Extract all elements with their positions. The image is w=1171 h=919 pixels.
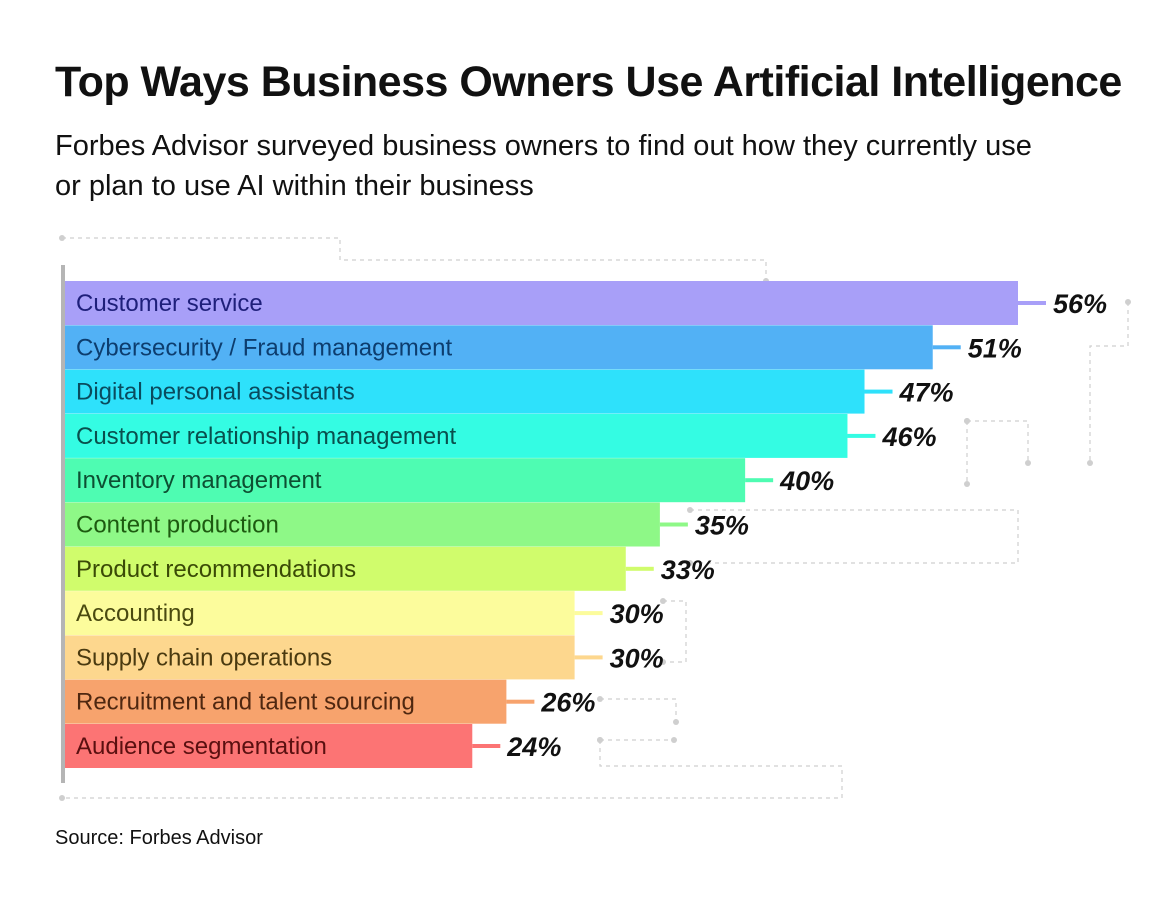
value-label: 26% <box>540 688 595 718</box>
value-label: 30% <box>610 643 664 673</box>
value-tick <box>745 478 774 483</box>
category-label: Audience segmentation <box>76 733 327 760</box>
chart-subtitle: Forbes Advisor surveyed business owners … <box>55 130 1032 202</box>
bars-group: Customer service 56% Cybersecurity / Fraud… <box>63 281 1107 768</box>
value-tick <box>1018 301 1046 305</box>
value-tick <box>574 655 603 660</box>
category-label: Customer relationship management <box>76 423 457 450</box>
dotted-guide-line <box>967 420 1029 463</box>
category-label: Digital personal assistants <box>76 379 355 406</box>
value-tick <box>472 744 501 748</box>
category-label: Content production <box>76 512 279 539</box>
bar <box>63 458 746 503</box>
bar <box>63 325 933 370</box>
dotted-guide-line <box>690 509 1019 564</box>
value-label: 33% <box>661 555 715 585</box>
bar <box>63 413 848 458</box>
category-label: Inventory management <box>76 467 322 494</box>
value-tick <box>932 345 961 350</box>
value-label: 35% <box>695 511 749 541</box>
bar <box>63 369 865 414</box>
value-label: 47% <box>899 378 954 408</box>
category-label: Recruitment and talent sourcing <box>76 689 415 716</box>
category-label: Accounting <box>76 600 195 627</box>
category-label: Supply chain operations <box>76 644 332 671</box>
dotted-guide-line <box>62 740 843 799</box>
bar <box>63 679 507 724</box>
bar <box>63 635 575 680</box>
bar <box>63 546 626 591</box>
value-label: 51% <box>968 333 1022 363</box>
bar <box>63 281 1018 325</box>
value-tick <box>506 699 535 704</box>
value-tick <box>625 566 654 571</box>
guide-dot <box>597 696 603 702</box>
guide-dot <box>964 481 970 487</box>
dotted-guide-line <box>1089 302 1129 463</box>
axis-line <box>61 265 65 783</box>
bar <box>63 724 473 768</box>
value-tick <box>574 611 603 616</box>
guide-dot <box>687 560 693 566</box>
value-tick <box>864 389 893 394</box>
guide-dot <box>1087 460 1093 466</box>
guide-dot <box>964 418 970 424</box>
category-label: Cybersecurity / Fraud management <box>76 334 452 361</box>
guide-dot <box>1025 460 1031 466</box>
value-label: 40% <box>779 466 834 496</box>
dotted-guide-line <box>600 698 677 722</box>
bar <box>63 502 660 547</box>
value-label: 56% <box>1053 289 1107 319</box>
dotted-guide-line <box>62 237 767 281</box>
bar <box>63 591 575 636</box>
value-tick <box>659 522 688 527</box>
guide-dot <box>59 795 65 801</box>
guide-dot <box>673 719 679 725</box>
guide-dot <box>1125 299 1131 305</box>
value-label: 24% <box>506 732 561 762</box>
source-note: Source: Forbes Advisor <box>55 827 263 849</box>
category-label: Product recommendations <box>76 556 356 583</box>
guide-dot <box>671 737 677 743</box>
guide-dot <box>660 598 666 604</box>
chart-title: Top Ways Business Owners Use Artificial … <box>55 58 1122 106</box>
guide-dot <box>59 235 65 241</box>
value-label: 30% <box>610 599 664 629</box>
guide-dot <box>597 737 603 743</box>
value-label: 46% <box>881 422 936 452</box>
dotted-guide-line <box>663 600 687 663</box>
value-tick <box>847 433 876 438</box>
guide-dot <box>687 507 693 513</box>
guide-dot <box>660 659 666 665</box>
category-label: Customer service <box>76 290 263 317</box>
